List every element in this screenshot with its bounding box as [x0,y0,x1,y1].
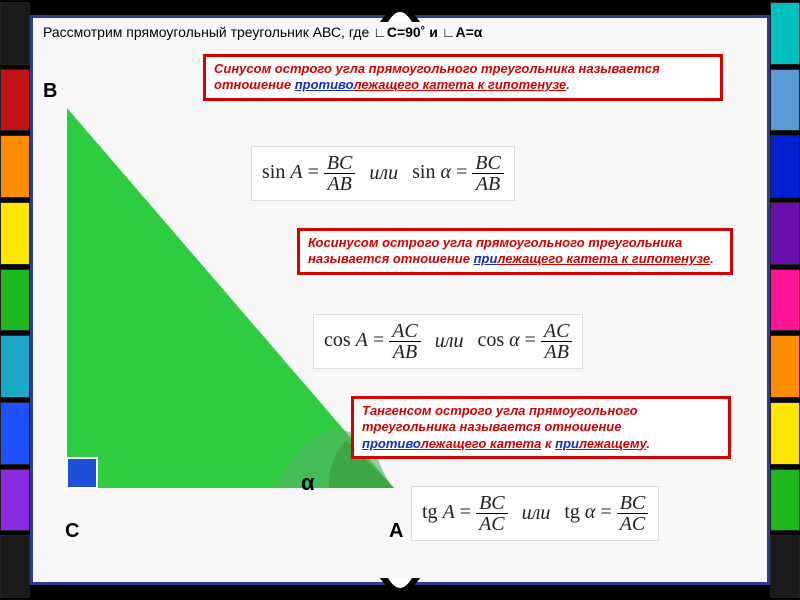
def-tan-dot: . [646,436,650,451]
color-tab[interactable] [0,135,30,198]
color-tab[interactable] [770,69,800,132]
formula-sin: sin A = BCABилиsin α = BCAB [251,146,515,201]
intro-bold: ∟С=90˚ и ∟А=α [373,24,482,40]
angle-alpha-label: α [301,470,315,496]
color-tab[interactable] [0,335,30,398]
def-sin-link-tail: лежащего катета к гипотенузе [354,77,567,92]
vertex-c-label: С [65,520,79,543]
color-tab[interactable] [0,469,30,532]
color-tab[interactable] [0,402,30,465]
def-tan-link2-tail: лежащему [579,436,646,451]
right-angle-marker [67,458,97,488]
formula-cos: cos A = ACABилиcos α = ACAB [313,314,583,369]
intro-plain: Рассмотрим прямоугольный треугольник АВС… [43,24,373,40]
vertex-b-label: В [43,80,57,103]
definition-sin: Синусом острого угла прямоугольного треу… [203,54,723,101]
color-tab[interactable] [0,535,30,598]
color-tab[interactable] [770,269,800,332]
def-tan-link2-head: при [555,436,579,451]
def-cos-dot: . [710,251,714,266]
def-cos-link-head: при [474,251,498,266]
definition-tan: Тангенсом острого угла прямоугольного тр… [351,396,731,459]
color-tab[interactable] [0,69,30,132]
def-tan-pre: Тангенсом острого угла прямоугольного тр… [362,403,638,434]
def-tan-link1-tail: лежащего катета [421,436,542,451]
def-tan-link1-head: противо [362,436,421,451]
binder-top-icon [380,2,420,22]
color-tab[interactable] [770,402,800,465]
color-tab[interactable] [770,535,800,598]
tabs-right [770,0,800,600]
page-frame: Рассмотрим прямоугольный треугольник АВС… [30,15,770,585]
color-tab[interactable] [770,2,800,65]
vertex-a-label: А [389,520,403,543]
color-tab[interactable] [0,2,30,65]
def-sin-dot: . [566,77,570,92]
intro-text: Рассмотрим прямоугольный треугольник АВС… [43,24,482,40]
color-tab[interactable] [0,269,30,332]
definition-cos: Косинусом острого угла прямоугольного тр… [297,228,733,275]
color-tab[interactable] [770,202,800,265]
formula-tan: tg A = BCACилиtg α = BCAC [411,486,659,541]
color-tab[interactable] [770,135,800,198]
tabs-left [0,0,30,600]
binder-bottom-icon [380,578,420,598]
color-tab[interactable] [0,202,30,265]
def-cos-link-tail: лежащего катета к гипотенузе [497,251,710,266]
color-tab[interactable] [770,335,800,398]
def-tan-mid: к [541,436,555,451]
color-tab[interactable] [770,469,800,532]
def-sin-link-head: противо [295,77,354,92]
